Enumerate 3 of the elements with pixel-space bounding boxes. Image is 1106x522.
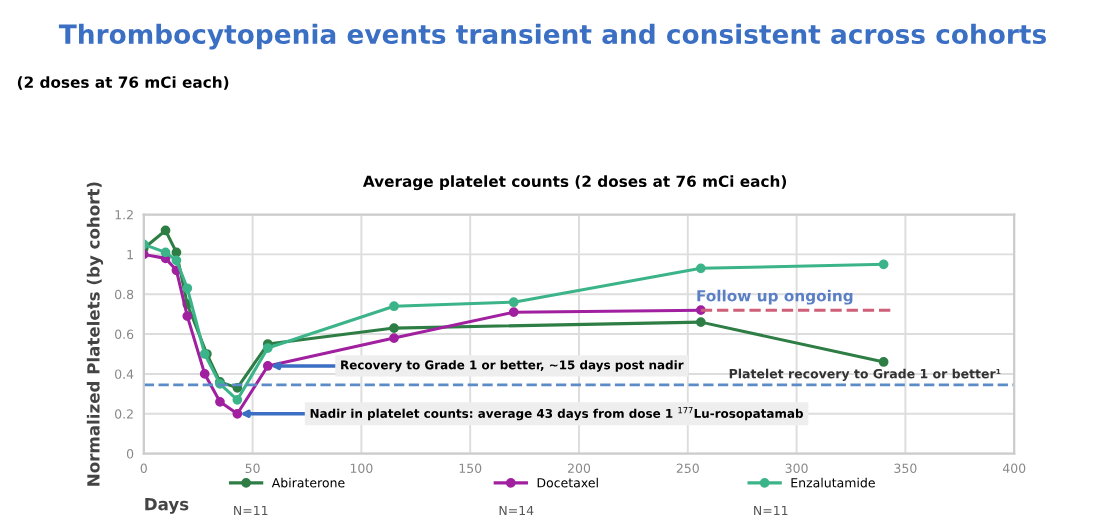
y-axis-title: Normalized Platelets (by cohort) [86,182,104,486]
x-axis-title: Days [145,498,189,514]
chart-title: Thrombocytopenia events transient and consistent across cohorts [58,23,1046,50]
